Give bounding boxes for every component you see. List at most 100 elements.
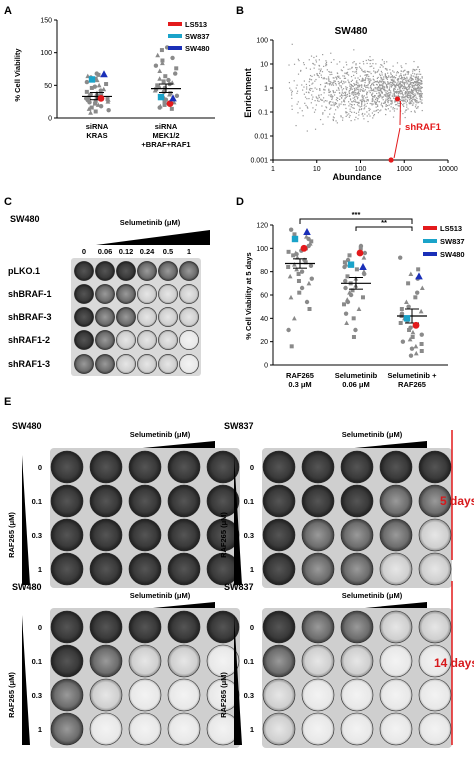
cloud-point	[397, 105, 399, 107]
cloud-point	[394, 104, 397, 106]
cloud-point	[386, 69, 388, 71]
data-point	[296, 272, 301, 276]
cloud-point	[387, 92, 389, 94]
cloud-point	[368, 78, 370, 80]
cloud-point	[417, 76, 419, 78]
cloud-point	[332, 119, 334, 122]
cloud-point	[327, 76, 330, 78]
cloud-point	[324, 109, 326, 112]
cloud-point	[340, 85, 342, 87]
cloud-point	[379, 83, 381, 86]
cloud-point	[400, 76, 403, 78]
cloud-point	[371, 89, 373, 91]
cloud-point	[388, 88, 390, 90]
data-point	[309, 276, 314, 281]
cloud-point	[346, 89, 348, 91]
cloud-point	[335, 99, 337, 101]
cloud-point	[317, 98, 319, 100]
cloud-point	[328, 80, 330, 82]
cloud-point	[353, 74, 355, 76]
cloud-point	[355, 88, 357, 90]
cloud-point	[340, 93, 343, 95]
plate-drug-label: Selumetinib (μM)	[342, 591, 403, 600]
cloud-point	[414, 80, 416, 83]
panel-e-label: E	[4, 396, 11, 408]
cloud-point	[361, 98, 364, 100]
cloud-point	[364, 70, 366, 72]
cloud-point	[377, 81, 379, 83]
cloud-point	[410, 99, 413, 102]
well	[379, 450, 413, 484]
cloud-point	[403, 76, 405, 79]
cloud-point	[336, 77, 338, 79]
cloud-point	[369, 59, 371, 62]
cloud-point	[403, 96, 405, 99]
cloud-point	[380, 81, 382, 83]
cloud-point	[324, 89, 326, 91]
cloud-point	[358, 79, 361, 81]
y-tick-label: 0.1	[258, 110, 268, 117]
well	[262, 518, 296, 552]
panel-a-points	[82, 45, 181, 115]
cloud-point	[386, 83, 388, 86]
data-point	[168, 91, 173, 96]
cloud-point	[379, 85, 381, 87]
cloud-point	[375, 81, 377, 83]
conc-label: 0	[82, 247, 86, 256]
cloud-point	[370, 86, 372, 88]
cloud-point	[402, 85, 404, 88]
cloud-point	[341, 101, 343, 103]
cloud-point	[296, 90, 299, 92]
cloud-point	[364, 113, 366, 115]
cloud-point	[356, 93, 358, 95]
cloud-point	[402, 95, 404, 97]
cloud-point	[385, 105, 387, 107]
cloud-point	[414, 94, 416, 97]
data-point	[350, 288, 355, 293]
cloud-point	[356, 80, 358, 82]
cloud-point	[364, 78, 366, 81]
well	[206, 610, 240, 644]
cloud-point	[353, 107, 355, 110]
cloud-point	[380, 89, 382, 91]
cloud-point	[372, 75, 374, 78]
cloud-point	[380, 102, 383, 104]
cloud-point	[367, 59, 370, 61]
cloud-point	[389, 98, 392, 100]
cloud-point	[385, 77, 387, 79]
cloud-point	[397, 91, 399, 93]
cloud-point	[372, 89, 374, 92]
cloud-point	[385, 84, 388, 87]
data-point	[418, 308, 424, 314]
cloud-point	[342, 75, 344, 77]
cloud-point	[392, 65, 394, 67]
cloud-point	[327, 83, 329, 85]
cloud-point	[348, 113, 350, 115]
data-point	[173, 71, 178, 76]
cloud-point	[349, 87, 351, 90]
cloud-point	[352, 92, 354, 94]
cloud-point	[404, 116, 406, 119]
cloud-point	[386, 94, 389, 96]
cloud-point	[404, 74, 406, 76]
cloud-point	[403, 78, 405, 81]
cloud-point	[389, 87, 391, 89]
cloud-point	[321, 71, 324, 73]
cloud-point	[398, 85, 400, 87]
well	[128, 484, 162, 518]
well	[179, 354, 199, 374]
cloud-point	[342, 104, 345, 106]
cloud-point	[380, 70, 383, 73]
data-point	[347, 253, 352, 258]
cloud-point	[355, 72, 358, 74]
plate-raf-label: 0	[250, 463, 254, 472]
cloud-point	[375, 90, 377, 92]
cloud-point	[365, 100, 367, 102]
cloud-point	[401, 87, 404, 90]
cloud-point	[311, 75, 313, 78]
cloud-point	[388, 96, 390, 98]
cloud-point	[367, 79, 369, 81]
legend-swatch	[168, 34, 182, 38]
cloud-point	[367, 99, 369, 101]
cloud-point	[404, 69, 406, 71]
